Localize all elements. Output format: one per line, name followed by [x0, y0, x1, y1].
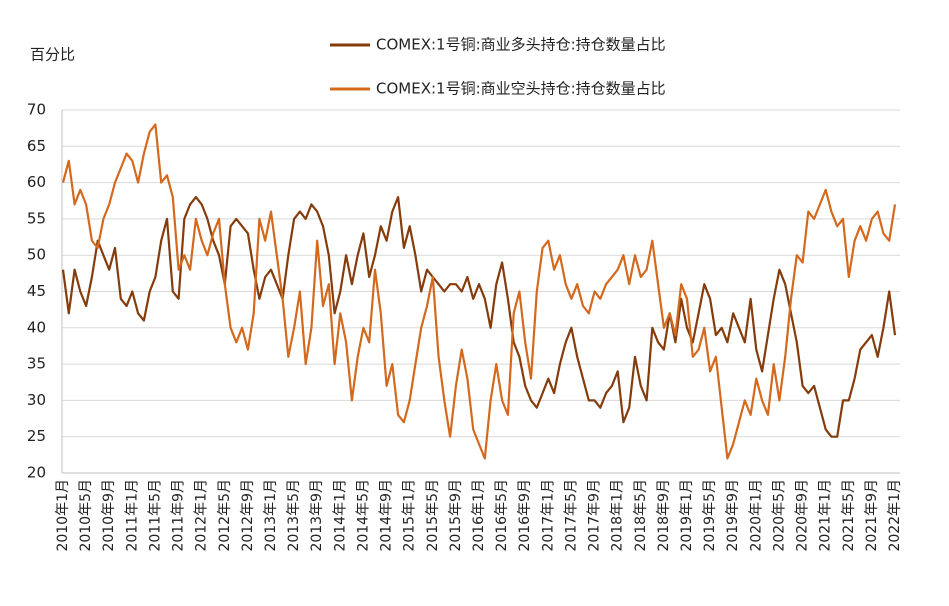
x-tick-label: 2017年5月: [563, 479, 579, 552]
x-tick-label: 2018年9月: [656, 479, 672, 552]
y-tick-label: 25: [27, 427, 46, 445]
x-tick-label: 2020年9月: [795, 479, 811, 552]
x-tick-label: 2017年1月: [540, 479, 556, 552]
y-tick-label: 50: [27, 246, 46, 264]
x-tick-label: 2017年9月: [587, 479, 603, 552]
x-tick-label: 2020年5月: [771, 479, 787, 552]
x-tick-label: 2013年5月: [286, 479, 302, 552]
y-tick-label: 60: [27, 173, 46, 191]
y-tick-label: 20: [27, 464, 46, 482]
x-tick-label: 2010年5月: [78, 479, 94, 552]
x-tick-label: 2014年9月: [379, 479, 395, 552]
x-tick-label: 2022年1月: [887, 479, 903, 552]
x-tick-label: 2021年1月: [818, 479, 834, 552]
x-tick-label: 2011年5月: [147, 479, 163, 552]
y-tick-label: 55: [27, 209, 46, 227]
legend-label: COMEX:1号铜:商业空头持仓:持仓数量占比: [376, 80, 666, 98]
y-tick-label: 45: [27, 282, 46, 300]
x-tick-label: 2014年5月: [355, 479, 371, 552]
x-tick-label: 2015年5月: [425, 479, 441, 552]
x-tick-label: 2010年9月: [101, 479, 117, 552]
legend-label: COMEX:1号铜:商业多头持仓:持仓数量占比: [376, 36, 666, 54]
x-tick-label: 2012年1月: [194, 479, 210, 552]
y-tick-label: 40: [27, 318, 46, 336]
x-tick-label: 2019年5月: [702, 479, 718, 552]
x-tick-label: 2016年5月: [494, 479, 510, 552]
x-tick-label: 2018年5月: [633, 479, 649, 552]
x-tick-label: 2016年9月: [517, 479, 533, 552]
x-tick-label: 2015年1月: [402, 479, 418, 552]
x-tick-label: 2016年1月: [471, 479, 487, 552]
x-tick-label: 2014年1月: [332, 479, 348, 552]
y-axis-label: 百分比: [30, 46, 75, 64]
x-tick-label: 2015年9月: [448, 479, 464, 552]
y-tick-label: 35: [27, 355, 46, 373]
x-tick-label: 2010年1月: [55, 479, 71, 552]
x-tick-label: 2021年9月: [864, 479, 880, 552]
y-tick-label: 70: [27, 101, 46, 119]
x-tick-label: 2020年1月: [748, 479, 764, 552]
y-tick-label: 65: [27, 137, 46, 155]
x-tick-label: 2019年1月: [679, 479, 695, 552]
x-tick-label: 2012年5月: [217, 479, 233, 552]
x-tick-label: 2013年1月: [263, 479, 279, 552]
x-tick-label: 2013年9月: [309, 479, 325, 552]
series-line: [61, 196, 897, 438]
y-tick-label: 30: [27, 391, 46, 409]
x-tick-label: 2011年1月: [124, 479, 140, 552]
series-line: [61, 123, 897, 460]
x-tick-label: 2021年5月: [841, 479, 857, 552]
x-tick-label: 2019年9月: [725, 479, 741, 552]
x-tick-label: 2018年1月: [610, 479, 626, 552]
x-tick-label: 2011年9月: [171, 479, 187, 552]
x-tick-label: 2012年9月: [240, 479, 256, 552]
